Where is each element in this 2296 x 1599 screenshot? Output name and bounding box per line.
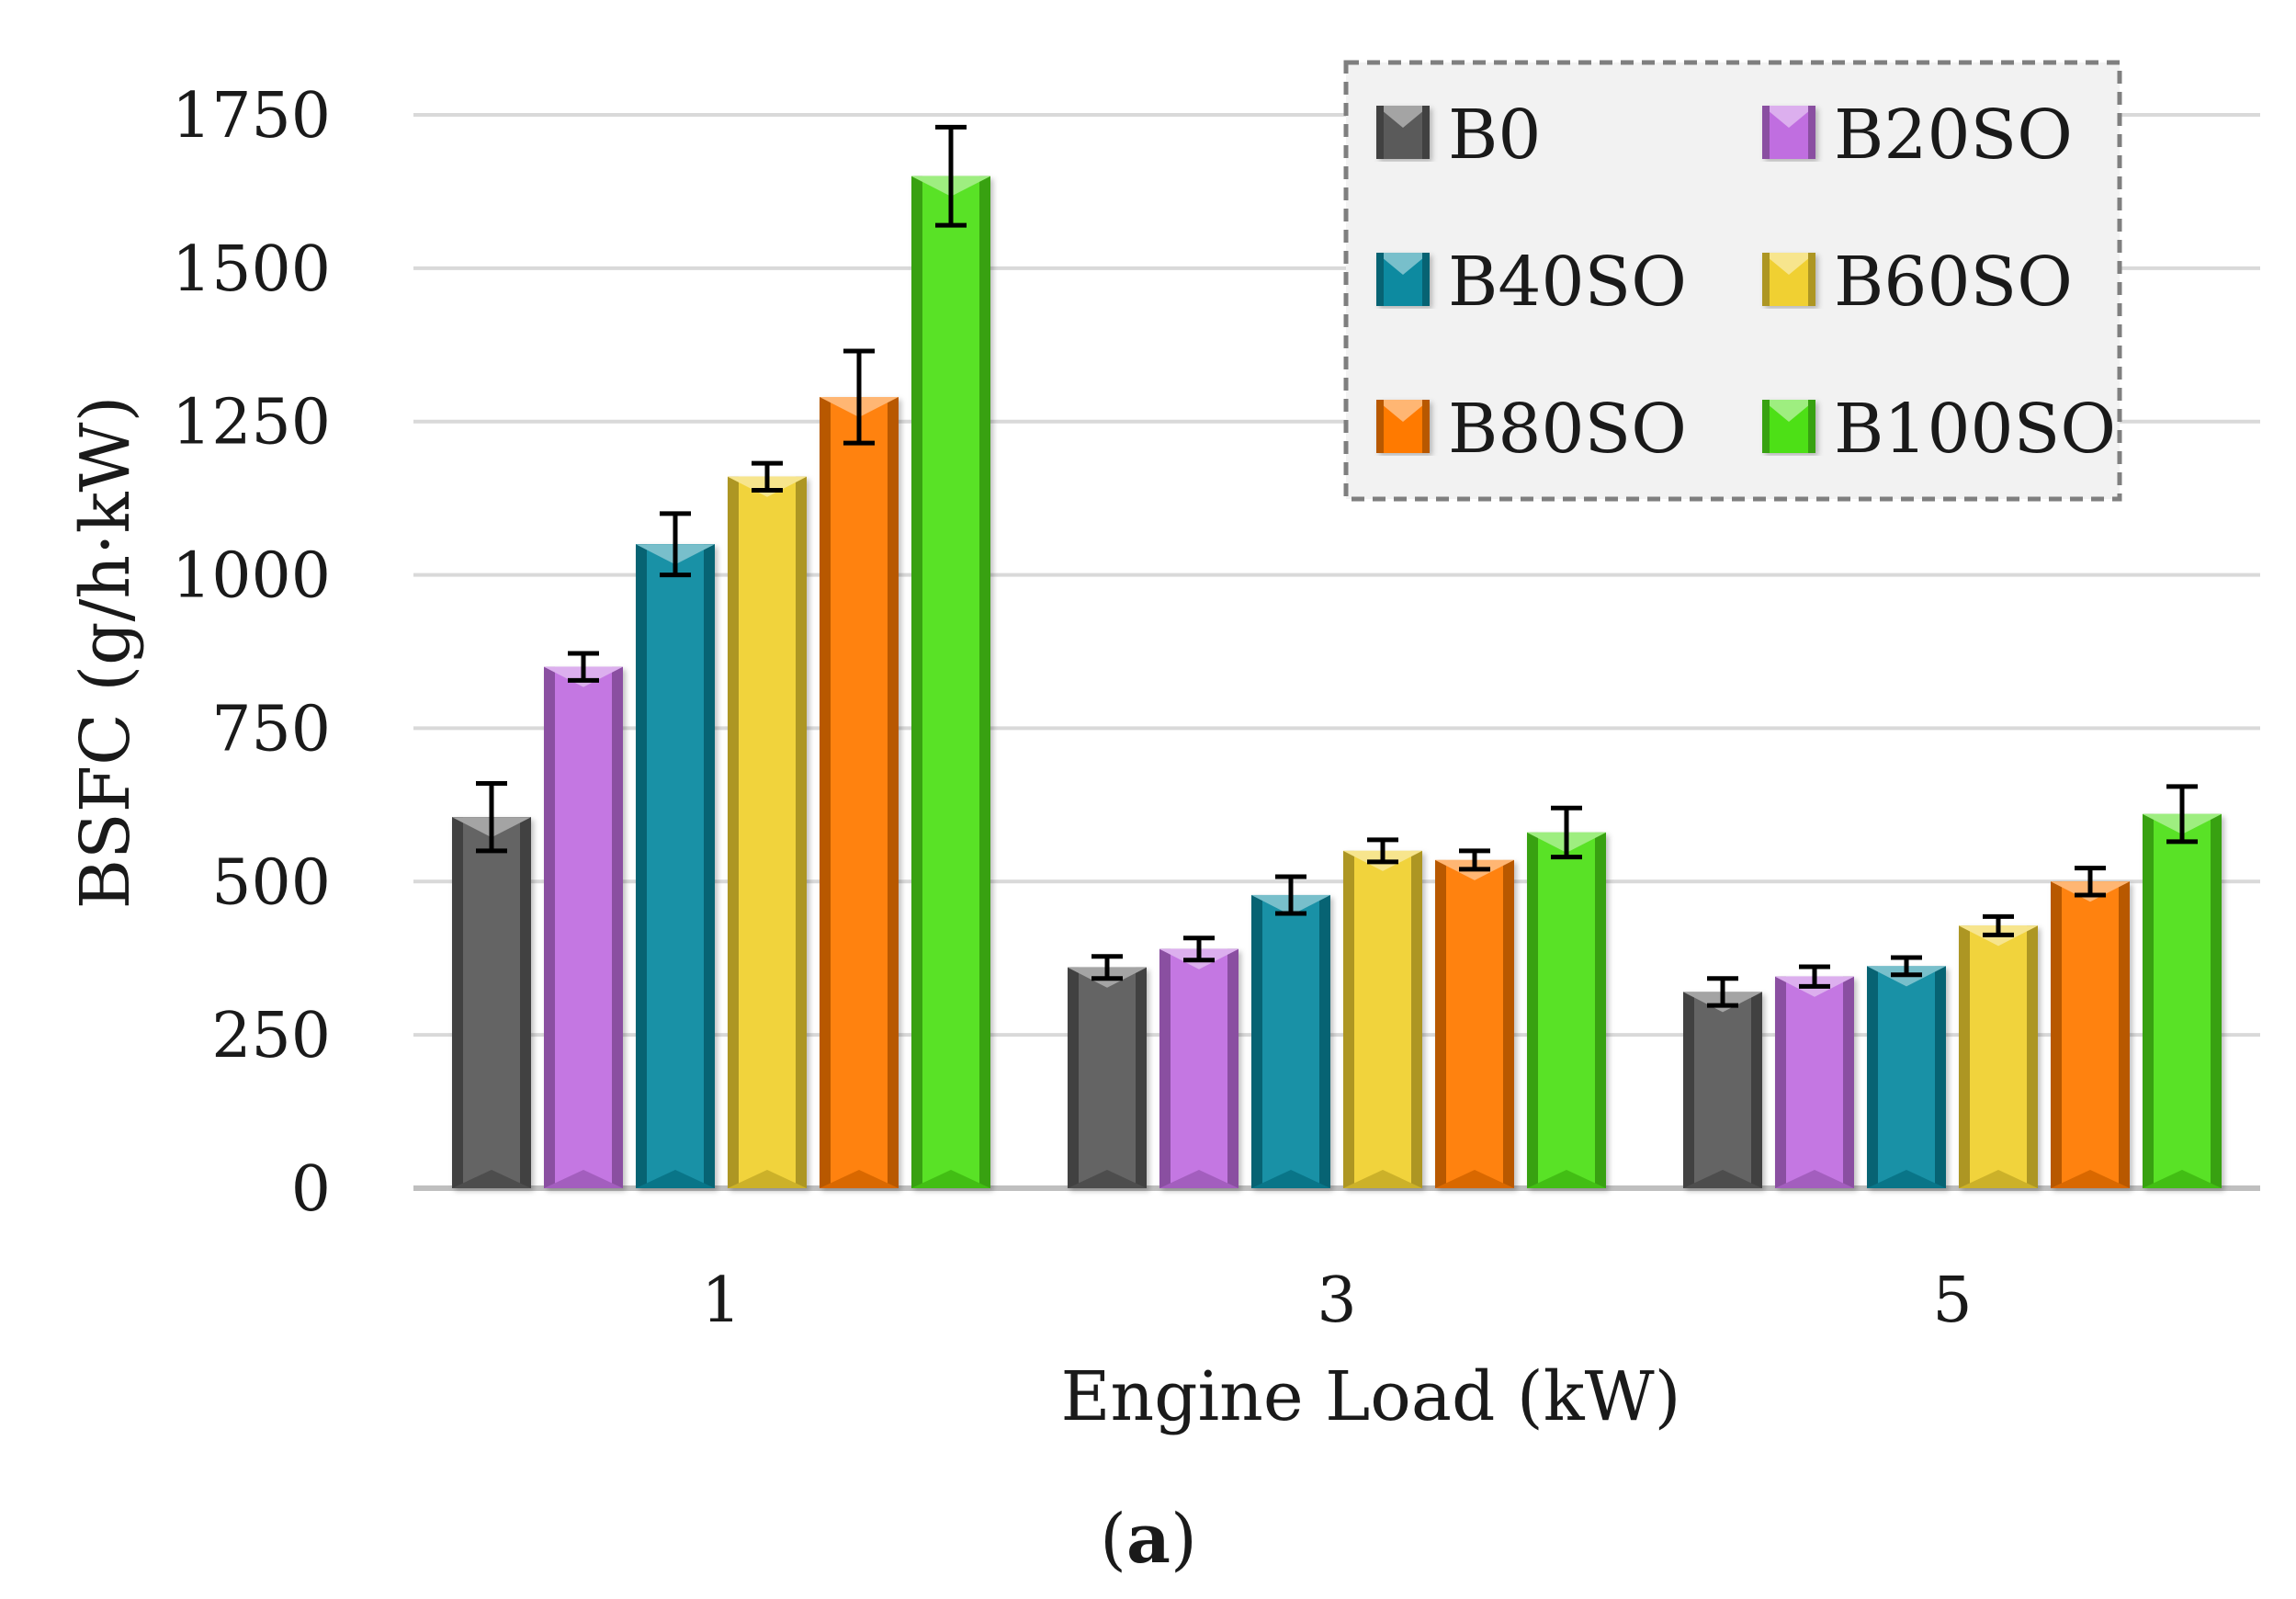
x-tick-label: 3 <box>1317 1264 1356 1337</box>
bar-B20SO-load-3 <box>1159 948 1238 1188</box>
bar-B100SO-load-1 <box>911 176 990 1188</box>
x-axis-ticks: 1 3 5 <box>701 1264 1972 1337</box>
x-tick-label: 1 <box>701 1264 741 1337</box>
bar-B40SO-load-3 <box>1251 894 1330 1188</box>
y-tick-label: 1500 <box>172 233 331 306</box>
y-tick-label: 1750 <box>172 80 331 153</box>
legend-item-B40SO: B40SO <box>1376 243 1687 322</box>
legend-label: B100SO <box>1834 390 2116 469</box>
legend-item-B80SO: B80SO <box>1376 390 1687 469</box>
bar-B80SO-load-3 <box>1435 859 1514 1188</box>
legend: B0 B20SO B40SO B60SO B80SO B100SO <box>1343 60 2122 502</box>
error-bar-B80SO-load-5 <box>2075 866 2106 898</box>
error-bar-B0-load-3 <box>1091 954 1123 981</box>
panel-close-paren: ) <box>1171 1500 1197 1579</box>
bars <box>452 176 2222 1188</box>
legend-item-B0: B0 <box>1376 96 1541 175</box>
legend-label: B40SO <box>1448 243 1687 322</box>
bar-B60SO-load-3 <box>1343 850 1422 1188</box>
y-axis-ticks: 0 250 500 750 1000 1250 1500 1750 <box>172 80 331 1226</box>
panel-letter: a <box>1126 1500 1171 1579</box>
error-bar-B40SO-load-5 <box>1891 955 1922 978</box>
error-bar-B100SO-load-5 <box>2166 784 2198 845</box>
panel-open-paren: ( <box>1100 1500 1126 1579</box>
y-tick-label: 250 <box>211 1000 331 1072</box>
bar-B0-load-5 <box>1683 992 1762 1188</box>
error-bar-B40SO-load-3 <box>1275 874 1306 916</box>
y-axis-title: BSFC (g/h·kW) <box>66 396 145 910</box>
y-tick-label: 500 <box>211 846 331 919</box>
bar-B0-load-1 <box>452 817 531 1188</box>
bar-B80SO-load-5 <box>2051 881 2130 1188</box>
y-tick-label: 1250 <box>172 387 331 459</box>
bar-B80SO-load-1 <box>820 397 899 1188</box>
gridlines <box>413 113 2260 1191</box>
legend-label: B20SO <box>1834 96 2073 175</box>
legend-label: B80SO <box>1448 390 1687 469</box>
error-bars <box>476 124 2198 1008</box>
error-bar-B20SO-load-1 <box>568 651 599 683</box>
legend-box <box>1343 60 2122 502</box>
bar-B60SO-load-1 <box>728 476 807 1188</box>
y-tick-label: 1000 <box>172 540 331 613</box>
bar-B40SO-load-1 <box>636 544 715 1188</box>
error-bar-B20SO-load-5 <box>1799 964 1830 989</box>
x-axis-title: Engine Load (kW) <box>1060 1357 1680 1436</box>
error-bar-B20SO-load-3 <box>1183 936 1215 963</box>
x-tick-label: 5 <box>1932 1264 1972 1337</box>
error-bar-B40SO-load-1 <box>660 511 691 578</box>
error-bar-B80SO-load-3 <box>1459 848 1490 872</box>
bar-B60SO-load-5 <box>1959 925 2038 1188</box>
legend-item-B60SO: B60SO <box>1762 243 2073 322</box>
bar-B100SO-load-5 <box>2143 813 2222 1188</box>
error-bar-B60SO-load-1 <box>752 460 783 493</box>
panel-label: (a) <box>1100 1500 1197 1579</box>
bar-B0-load-3 <box>1068 967 1147 1188</box>
bar-B20SO-load-1 <box>544 666 623 1188</box>
legend-label: B0 <box>1448 96 1541 175</box>
error-bar-B0-load-5 <box>1707 976 1738 1008</box>
y-tick-label: 0 <box>291 1153 331 1226</box>
bar-B20SO-load-5 <box>1775 976 1854 1188</box>
legend-label: B60SO <box>1834 243 2073 322</box>
error-bar-B100SO-load-3 <box>1551 805 1582 860</box>
y-tick-label: 750 <box>211 693 331 765</box>
error-bar-B60SO-load-5 <box>1983 913 2014 937</box>
error-bar-B100SO-load-1 <box>935 124 967 228</box>
error-bar-B80SO-load-1 <box>843 348 875 446</box>
error-bar-B60SO-load-3 <box>1367 837 1398 865</box>
legend-item-B100SO: B100SO <box>1762 390 2116 469</box>
error-bar-B0-load-1 <box>476 780 507 854</box>
legend-item-B20SO: B20SO <box>1762 96 2073 175</box>
bar-B100SO-load-3 <box>1527 832 1606 1188</box>
bar-B40SO-load-5 <box>1867 966 1946 1188</box>
